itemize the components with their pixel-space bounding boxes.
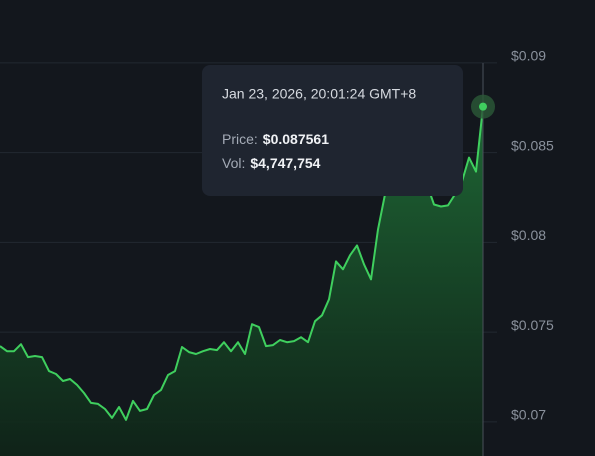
tooltip-price: Price: $0.087561 — [222, 131, 329, 147]
y-tick-label: $0.07 — [511, 407, 546, 423]
tooltip-time: Jan 23, 2026, 20:01:24 GMT+8 — [222, 86, 416, 102]
y-tick-label: $0.085 — [511, 137, 554, 153]
y-tick-label: $0.075 — [511, 317, 554, 333]
y-tick-label: $0.09 — [511, 48, 546, 64]
y-tick-label: $0.08 — [511, 227, 546, 243]
vol-value: $4,747,754 — [250, 155, 320, 171]
price-label: Price: — [222, 131, 258, 147]
tooltip-box — [202, 65, 463, 196]
tooltip-vol: Vol: $4,747,754 — [222, 155, 321, 171]
tooltip: Jan 23, 2026, 20:01:24 GMT+8 Price: $0.08… — [202, 65, 463, 196]
area — [0, 106, 483, 456]
vol-label: Vol: — [222, 155, 245, 171]
hover-dot — [479, 102, 487, 111]
price-value: $0.087561 — [263, 131, 329, 147]
